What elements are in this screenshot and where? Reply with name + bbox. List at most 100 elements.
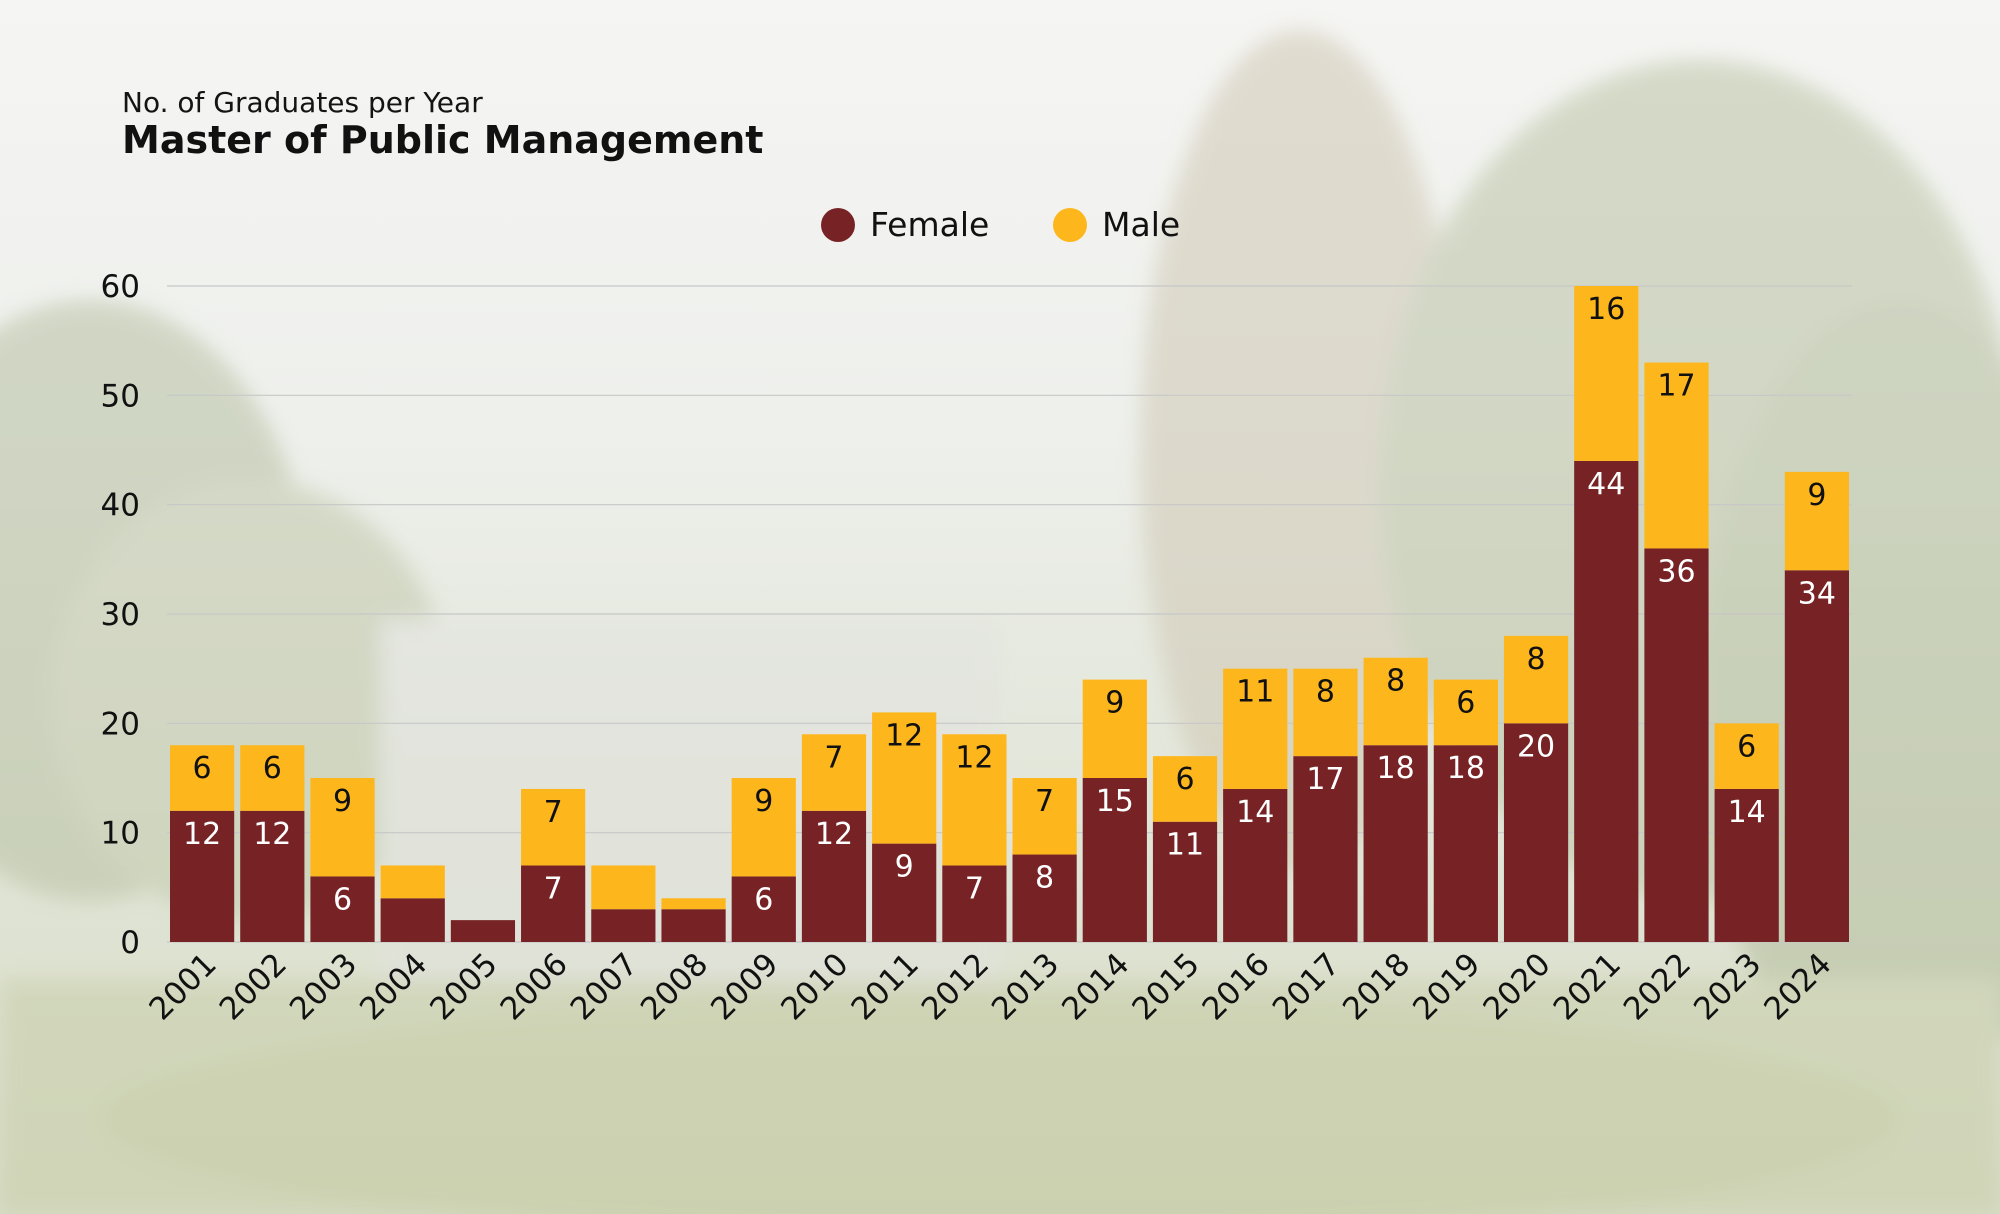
x-tick-label: 2004 — [353, 946, 434, 1027]
data-label-male-2013: 7 — [1035, 784, 1054, 819]
bar-male-2013 — [1012, 778, 1077, 855]
bar-female-2005 — [450, 920, 516, 942]
x-tick-label: 2001 — [143, 946, 224, 1027]
y-axis: 0 10 20 30 40 50 60 — [101, 269, 140, 961]
bar-female-2015 — [1152, 821, 1218, 942]
data-label-male-2014: 9 — [1105, 686, 1124, 721]
data-label-female-2022: 36 — [1657, 554, 1695, 589]
bar-female-2010 — [801, 810, 867, 942]
bar-male-2016 — [1223, 668, 1288, 789]
bar-male-2010 — [801, 734, 867, 811]
data-label-male-2017: 8 — [1316, 675, 1335, 710]
bar-male-2021 — [1574, 286, 1639, 461]
bar-female-2003 — [310, 876, 375, 942]
data-label-female-2023: 14 — [1728, 795, 1766, 830]
bar-male-2024 — [1784, 471, 1849, 571]
data-label-male-2021: 16 — [1587, 292, 1625, 327]
bar-male-2014 — [1082, 679, 1147, 778]
x-tick-label: 2006 — [494, 946, 575, 1027]
chart-title: Master of Public Management — [122, 118, 764, 162]
chart-titles: No. of Graduates per Year Master of Publ… — [122, 86, 763, 160]
legend-swatch-male — [1053, 208, 1087, 242]
data-label-male-2003: 9 — [333, 784, 352, 819]
bar-male-2012 — [942, 734, 1007, 866]
data-label-male-2009: 9 — [754, 784, 773, 819]
bar-female-2024 — [1784, 570, 1849, 942]
x-tick-label: 2022 — [1617, 946, 1698, 1027]
data-label-female-2012: 7 — [965, 871, 984, 906]
x-tick-label: 2020 — [1476, 946, 1557, 1027]
bar-male-2023 — [1714, 723, 1779, 789]
x-tick-label: 2009 — [704, 946, 785, 1027]
data-label-female-2010: 12 — [815, 817, 853, 852]
y-tick-label: 40 — [101, 488, 140, 524]
bar-female-2014 — [1082, 778, 1147, 942]
bar-male-2007 — [591, 865, 656, 910]
bar-male-2018 — [1363, 657, 1428, 746]
y-tick-label: 30 — [101, 597, 140, 633]
data-label-male-2015: 6 — [1175, 762, 1194, 797]
x-tick-label: 2024 — [1757, 946, 1838, 1027]
bar-male-2019 — [1433, 679, 1498, 746]
bar-female-2016 — [1223, 788, 1288, 942]
y-tick-label: 60 — [101, 269, 140, 305]
data-label-female-2014: 15 — [1096, 784, 1134, 819]
bar-male-2022 — [1644, 362, 1709, 549]
bar-labels: 12 6 12 6 6 9 7 7 6 9 12 7 9 12 7 12 8 7 15 9 11 6 14 11 17 8 18 8 1… — [183, 292, 1836, 917]
bar-male-2003 — [310, 778, 375, 877]
data-label-male-2012: 12 — [955, 740, 993, 775]
x-tick-label: 2003 — [283, 946, 364, 1027]
data-label-female-2015: 11 — [1166, 828, 1204, 863]
data-label-male-2024: 9 — [1807, 478, 1826, 513]
bar-female-2006 — [521, 865, 586, 942]
data-label-male-2023: 6 — [1737, 729, 1756, 764]
bars — [170, 286, 1849, 942]
bar-female-2011 — [872, 843, 937, 942]
x-tick-label: 2023 — [1687, 946, 1768, 1027]
x-tick-label: 2019 — [1406, 946, 1487, 1027]
y-tick-label: 0 — [120, 925, 140, 961]
x-tick-label: 2013 — [985, 946, 1066, 1027]
bar-male-2011 — [872, 712, 937, 844]
legend-label-female: Female — [870, 205, 989, 244]
x-tick-label: 2008 — [634, 946, 715, 1027]
x-tick-label: 2007 — [564, 946, 645, 1027]
x-tick-label: 2005 — [423, 946, 504, 1027]
data-label-female-2016: 14 — [1236, 795, 1274, 830]
data-label-male-2001: 6 — [193, 751, 212, 786]
x-tick-label: 2011 — [845, 946, 926, 1027]
data-label-male-2011: 12 — [885, 718, 923, 753]
data-label-female-2001: 12 — [183, 817, 221, 852]
x-tick-label: 2016 — [1196, 946, 1277, 1027]
bar-male-2009 — [731, 778, 796, 877]
data-label-female-2013: 8 — [1035, 861, 1054, 896]
y-tick-label: 50 — [101, 378, 140, 414]
data-label-female-2011: 9 — [895, 850, 914, 885]
x-tick-label: 2010 — [774, 946, 855, 1027]
y-tick-label: 10 — [101, 816, 140, 852]
data-label-male-2002: 6 — [263, 751, 282, 786]
data-label-male-2010: 7 — [824, 740, 843, 775]
gridlines — [167, 285, 1852, 943]
data-label-male-2018: 8 — [1386, 664, 1405, 699]
bar-female-2008 — [661, 909, 726, 942]
x-tick-label: 2015 — [1125, 946, 1206, 1027]
bar-female-2001 — [170, 810, 235, 942]
data-label-female-2020: 20 — [1517, 729, 1555, 764]
data-label-female-2006: 7 — [544, 871, 563, 906]
data-label-female-2009: 6 — [754, 882, 773, 917]
bar-female-2021 — [1574, 460, 1639, 942]
legend: Female Male — [821, 205, 1180, 244]
legend-swatch-female — [821, 208, 855, 242]
bar-female-2012 — [942, 865, 1007, 942]
bar-male-2002 — [240, 745, 305, 811]
bar-male-2008 — [661, 898, 726, 910]
data-label-male-2022: 17 — [1657, 369, 1695, 404]
bar-female-2019 — [1433, 745, 1498, 942]
bar-female-2017 — [1293, 756, 1358, 942]
x-tick-label: 2017 — [1266, 946, 1347, 1027]
data-label-male-2016: 11 — [1236, 675, 1274, 710]
data-label-female-2002: 12 — [253, 817, 291, 852]
